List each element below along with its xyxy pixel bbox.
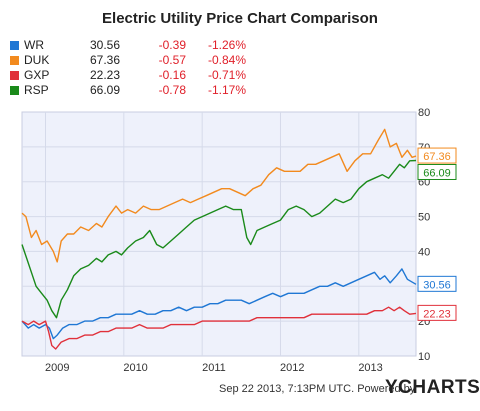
x-tick-label: 2011 — [202, 362, 226, 374]
end-value-label: 66.09 — [423, 167, 451, 179]
legend-change: -0.39 — [158, 38, 186, 52]
end-label-box — [417, 304, 457, 321]
legend-price: 67.36 — [90, 53, 121, 67]
legend-swatch-rsp — [10, 86, 19, 95]
series-line-rsp — [21, 159, 417, 319]
footer-text: Sep 22 2013, 7:13PM UTC. Powered by — [219, 383, 415, 395]
plot-area — [21, 111, 417, 357]
legend-percent: -0.84% — [207, 53, 246, 67]
end-label-box — [417, 163, 457, 180]
end-label-box — [417, 275, 457, 292]
legend-ticker[interactable]: RSP — [24, 83, 49, 97]
y-tick-label: 50 — [418, 212, 430, 224]
x-tick-label: 2012 — [280, 362, 304, 374]
x-tick-label: 2009 — [45, 362, 69, 374]
end-value-label: 67.36 — [423, 151, 451, 163]
series-line-wr — [21, 268, 417, 340]
chart-title: Electric Utility Price Chart Comparison — [102, 10, 378, 27]
legend-ticker[interactable]: WR — [24, 38, 44, 52]
legend-percent: -0.71% — [207, 68, 246, 82]
legend-change: -0.78 — [158, 83, 186, 97]
legend-percent: -1.26% — [207, 38, 246, 52]
footer-powered-by: Powered by — [357, 383, 416, 395]
end-label-box — [417, 147, 457, 164]
end-value-label: 30.56 — [423, 279, 451, 291]
series-line-gxp — [21, 306, 417, 350]
legend-percent: -1.17% — [207, 83, 246, 97]
ycharts-logo[interactable]: YCHARTS — [385, 377, 480, 398]
series-line-duk — [21, 128, 417, 263]
y-tick-label: 80 — [418, 107, 430, 119]
legend-change: -0.16 — [158, 68, 186, 82]
footer-timestamp: Sep 22 2013, 7:13PM UTC. — [219, 383, 355, 395]
legend-price: 22.23 — [90, 68, 121, 82]
legend-swatch-gxp — [10, 71, 19, 80]
legend-ticker[interactable]: DUK — [24, 53, 50, 67]
end-value-label: 22.23 — [423, 308, 451, 320]
legend-swatch-wr — [10, 41, 19, 50]
x-tick-label: 2010 — [123, 362, 147, 374]
y-tick-label: 10 — [418, 351, 430, 363]
legend-price: 30.56 — [90, 38, 121, 52]
legend-change: -0.57 — [158, 53, 186, 67]
x-tick-label: 2013 — [358, 362, 382, 374]
legend-price: 66.09 — [90, 83, 121, 97]
legend-swatch-duk — [10, 56, 19, 65]
legend-ticker[interactable]: GXP — [24, 68, 50, 82]
y-tick-label: 40 — [418, 246, 430, 258]
